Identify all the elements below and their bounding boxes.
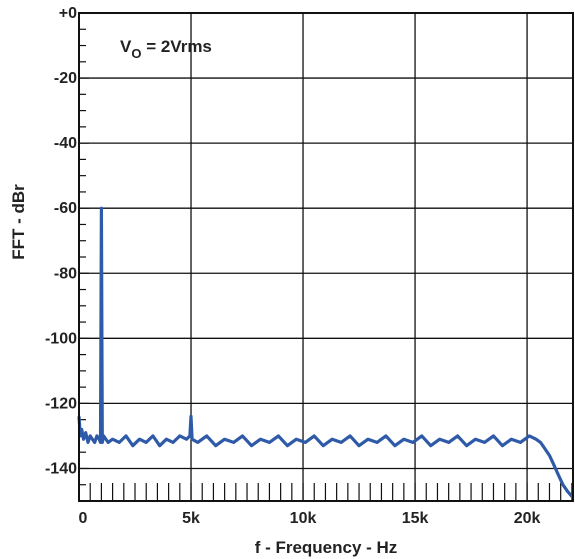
x-tick-labels: 0 5k 10k 15k 20k: [79, 510, 541, 527]
y-tick-label: -100: [45, 330, 77, 347]
y-tick-label: -80: [54, 265, 77, 282]
fft-series-line: [77, 206, 575, 499]
y-tick-label: -120: [45, 395, 77, 412]
y-tick-label: -20: [54, 70, 77, 87]
x-tick-label: 15k: [402, 510, 429, 527]
annotation-prefix: V: [120, 37, 132, 56]
y-axis-title: FFT - dBr: [9, 184, 28, 260]
plot-background: [79, 13, 573, 501]
y-tick-label: -140: [45, 460, 77, 477]
annotation-subscript: O: [131, 46, 141, 61]
annotation-vout: VO = 2Vrms: [120, 37, 212, 61]
y-tick-labels: +0 -20 -40 -60 -80 -100 -120 -140: [45, 5, 77, 477]
annotation-suffix: = 2Vrms: [141, 37, 211, 56]
x-tick-label: 10k: [290, 510, 317, 527]
x-axis-title: f - Frequency - Hz: [255, 538, 398, 557]
series-layer: [77, 206, 575, 499]
x-tick-label: 20k: [514, 510, 541, 527]
y-tick-label: -40: [54, 135, 77, 152]
y-tick-label: +0: [59, 5, 77, 22]
plot-frame: [78, 12, 574, 502]
x-tick-label: 5k: [182, 510, 200, 527]
y-tick-label: -60: [54, 200, 77, 217]
x-tick-label: 0: [79, 510, 88, 527]
